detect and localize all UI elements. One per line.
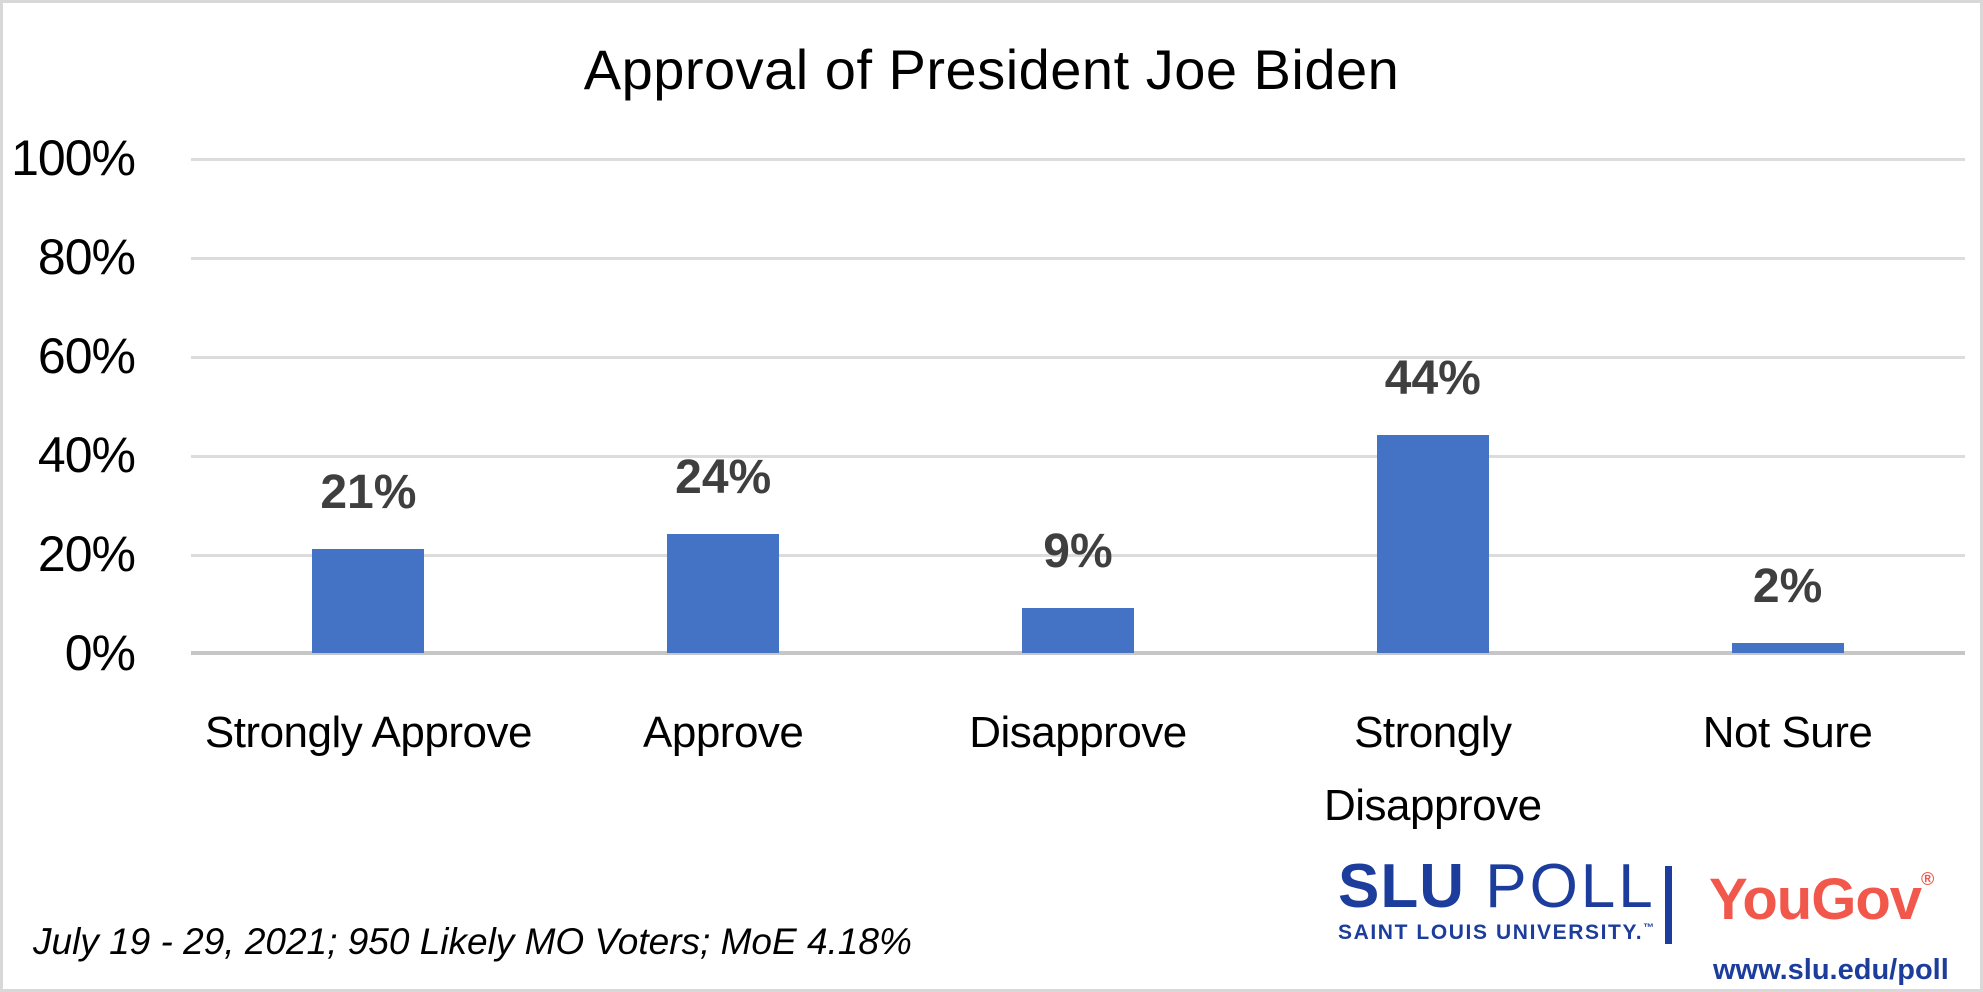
y-axis-tick-label: 80%	[37, 229, 136, 285]
bar-group: 24%	[546, 158, 901, 653]
value-label: 44%	[1384, 352, 1481, 406]
poll-logo-text: POLL	[1465, 852, 1656, 921]
y-axis-tick-label: 20%	[37, 526, 136, 582]
value-label: 9%	[1043, 525, 1113, 579]
bar-group: 9%	[901, 158, 1256, 653]
category-label: Strongly Disapprove	[1324, 708, 1542, 830]
value-label: 21%	[320, 466, 417, 520]
bar-group: 2%	[1610, 158, 1965, 653]
bar-group: 21%	[191, 158, 546, 653]
bar	[312, 549, 425, 653]
slu-logo-text: SLU	[1338, 852, 1465, 921]
poll-url: www.slu.edu/poll	[1713, 954, 1949, 986]
bar	[1731, 643, 1844, 653]
gridline	[191, 356, 1965, 359]
y-axis-tick-label: 60%	[37, 328, 136, 384]
x-axis-line	[191, 651, 1965, 655]
chart-title: Approval of President Joe Biden	[583, 38, 1400, 101]
y-axis-tick-label: 100%	[11, 130, 136, 186]
slu-poll-logo: SLU POLL	[1338, 856, 1656, 918]
gridline	[191, 455, 1965, 458]
plot-area: 21% 24% 9% 44% 2%	[191, 158, 1965, 655]
logo-divider	[1665, 866, 1672, 944]
trademark-symbol: ™	[1643, 922, 1656, 934]
branding-area: SLU POLL SAINT LOUIS UNIVERSITY.™ YouGov…	[1333, 856, 1949, 987]
gridline	[191, 158, 1965, 161]
bar	[1021, 608, 1134, 653]
category-label: Strongly Approve	[204, 708, 533, 757]
y-axis-tick-label: 40%	[37, 427, 136, 483]
value-label: 2%	[1752, 560, 1823, 614]
gridline	[191, 554, 1965, 557]
yougov-logo: YouGov®	[1709, 867, 1935, 932]
category-label: Approve	[643, 708, 804, 757]
gridline	[191, 257, 1965, 260]
value-label: 24%	[675, 451, 772, 505]
footnote: July 19 - 29, 2021; 950 Likely MO Voters…	[33, 921, 912, 962]
x-axis-labels: Strongly Approve Approve Disapprove Stro…	[191, 696, 1965, 842]
bar-group: 44%	[1255, 158, 1610, 653]
category-label: Not Sure	[1702, 708, 1873, 757]
bar	[667, 534, 780, 653]
category-label: Disapprove	[969, 708, 1187, 757]
bar	[1376, 435, 1489, 653]
y-axis-tick-label: 0%	[64, 625, 136, 681]
registered-symbol: ®	[1921, 869, 1935, 889]
slu-subtitle: SAINT LOUIS UNIVERSITY.™	[1338, 921, 1656, 944]
